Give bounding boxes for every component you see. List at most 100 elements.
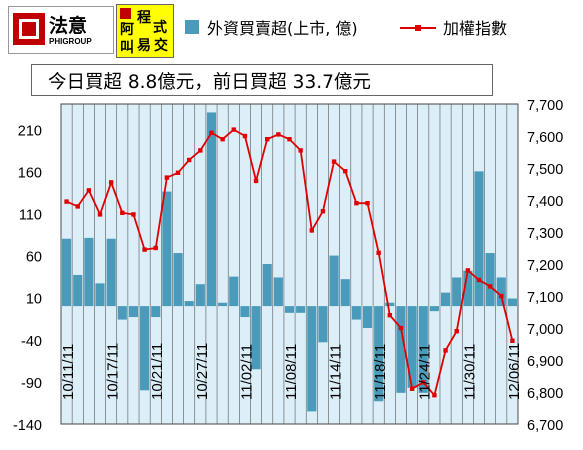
left-axis-tick-label: -90 <box>21 376 42 392</box>
bar <box>396 306 406 393</box>
x-axis-tick-label: 11/02/11 <box>238 344 255 400</box>
summary-banner: 今日買超 8.8億元，前日買超 33.7億元 <box>31 64 493 96</box>
right-axis-tick-label: 7,200 <box>527 258 563 274</box>
index-point <box>454 329 459 334</box>
logo-char-1: 阿 <box>120 22 134 38</box>
logo-char-3: 程 <box>137 10 151 26</box>
index-point <box>186 157 192 163</box>
bar <box>84 237 94 307</box>
left-axis-tick-label: -40 <box>21 334 42 350</box>
bar <box>485 253 495 307</box>
index-point <box>175 170 181 175</box>
bar <box>351 306 361 320</box>
bar <box>440 292 451 307</box>
index-point <box>231 127 236 132</box>
phigroup-logo-name: 法意 <box>49 15 88 37</box>
bar <box>329 255 339 307</box>
index-point <box>476 277 482 283</box>
bar <box>452 277 462 307</box>
index-point <box>343 169 348 174</box>
index-point <box>242 133 248 139</box>
summary-banner-text: 今日買超 8.8億元，前日買超 33.7億元 <box>48 72 371 93</box>
x-axis-tick-label: 10/11/11 <box>60 344 77 400</box>
bar <box>251 306 261 370</box>
index-point <box>64 199 69 204</box>
left-axis-tick-label: -140 <box>13 418 42 434</box>
bar <box>340 279 350 307</box>
right-axis-tick-label: 7,700 <box>527 98 563 114</box>
x-axis-tick-label: 12/06/11 <box>506 343 523 400</box>
right-axis-tick-label: 6,900 <box>527 354 563 370</box>
index-point <box>198 148 203 153</box>
x-axis-tick-label: 10/27/11 <box>194 343 211 400</box>
phigroup-logo: 法意 PHIGROUP <box>8 6 114 54</box>
right-axis-tick-label: 7,400 <box>527 194 563 210</box>
bar <box>496 277 506 307</box>
legend-line-swatch <box>400 25 436 31</box>
bar <box>128 306 139 318</box>
index-point <box>153 245 158 251</box>
bar <box>240 306 250 318</box>
index-point <box>164 175 170 180</box>
bar <box>151 306 161 318</box>
index-point <box>354 201 359 206</box>
right-axis-tick-label: 7,000 <box>527 322 563 338</box>
bar <box>507 298 517 307</box>
index-point <box>499 293 504 299</box>
bar <box>106 238 116 307</box>
left-axis-tick-label: 60 <box>26 250 42 266</box>
index-point <box>432 393 437 398</box>
program-trading-logo-mark <box>120 8 131 19</box>
left-axis-tick-label: 10 <box>26 292 42 308</box>
phigroup-logo-sub: PHIGROUP <box>49 37 92 46</box>
index-point <box>487 284 493 289</box>
bar <box>73 274 83 307</box>
index-point <box>320 209 326 214</box>
x-axis-tick-label: 10/17/11 <box>105 343 122 400</box>
bar <box>229 276 239 307</box>
bar <box>95 283 105 307</box>
bar <box>206 112 217 307</box>
logo-char-5: 易 <box>137 38 151 54</box>
index-point <box>209 130 214 135</box>
bar <box>418 306 428 393</box>
logo-char-6: 交 <box>154 38 168 54</box>
index-point <box>443 348 448 353</box>
index-point <box>97 212 103 217</box>
x-axis-tick-label: 11/14/11 <box>328 344 345 400</box>
x-axis-tick-label: 11/18/11 <box>372 344 389 400</box>
program-trading-logo: 阿 叫 程 式 易 交 <box>116 4 174 58</box>
left-axis-tick-label: 110 <box>19 207 42 223</box>
index-point <box>220 137 225 142</box>
index-point <box>298 148 303 153</box>
index-point <box>75 204 80 209</box>
right-axis-tick-label: 6,700 <box>527 418 563 434</box>
bar <box>296 306 306 313</box>
index-point <box>276 132 281 137</box>
bar <box>385 302 395 307</box>
bar <box>429 306 439 312</box>
bar <box>407 306 417 388</box>
x-axis-tick-label: 10/21/11 <box>149 343 166 400</box>
bar <box>184 301 194 307</box>
legend-bar-label: 外資買賣超(上市, 億) <box>207 19 358 38</box>
right-axis-tick-label: 7,600 <box>527 130 563 146</box>
bar <box>362 306 373 328</box>
bar <box>318 306 328 343</box>
bar <box>218 302 228 307</box>
index-point <box>387 313 393 318</box>
x-axis-tick-label: 11/24/11 <box>417 344 434 400</box>
index-point <box>86 188 92 193</box>
left-axis-tick-label: 210 <box>18 123 42 139</box>
bar <box>463 270 473 307</box>
x-axis-tick-label: 11/08/11 <box>283 344 300 400</box>
index-point <box>253 178 259 183</box>
index-point <box>376 250 381 255</box>
bar <box>262 264 272 307</box>
index-point <box>409 386 415 391</box>
index-point <box>108 180 114 185</box>
index-point <box>510 338 515 343</box>
right-axis-tick-label: 7,100 <box>527 290 563 306</box>
x-axis-tick-label: 11/30/11 <box>461 344 478 400</box>
